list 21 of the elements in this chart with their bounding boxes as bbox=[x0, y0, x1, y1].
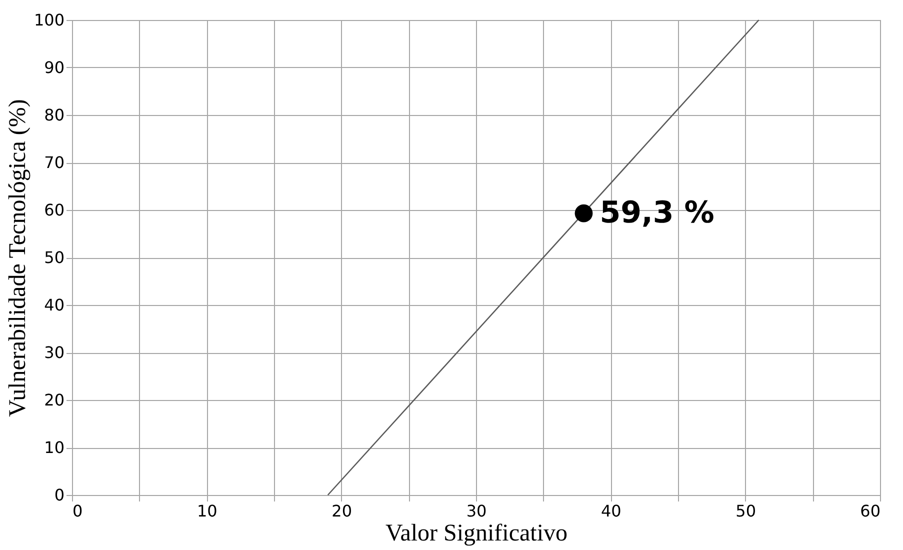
y-tick-label: 40 bbox=[44, 296, 64, 314]
x-tick-label: 10 bbox=[196, 502, 218, 520]
y-tick-label: 20 bbox=[44, 390, 64, 410]
x-tick-label: 40 bbox=[600, 502, 622, 520]
x-tick-label: 20 bbox=[332, 502, 352, 520]
x-tick-label: 30 bbox=[466, 502, 487, 520]
x-tick-label: 60 bbox=[860, 502, 880, 520]
y-tick-label: 100 bbox=[34, 10, 64, 30]
data-label: 59,3 % bbox=[600, 195, 714, 230]
y-tick-label: 60 bbox=[44, 200, 64, 220]
y-tick-label: 50 bbox=[44, 248, 64, 267]
y-axis-title: Vulnerabilidade Tecnológica (%) bbox=[4, 99, 31, 417]
x-tick-label: 50 bbox=[736, 502, 756, 520]
y-tick-label: 0 bbox=[54, 486, 64, 504]
y-tick-label: 80 bbox=[44, 106, 64, 124]
y-tick-label: 30 bbox=[44, 343, 64, 362]
y-tick-label: 70 bbox=[44, 153, 64, 172]
y-tick-label: 90 bbox=[44, 58, 64, 77]
x-tick-label: 0 bbox=[72, 502, 83, 520]
y-tick-label: 10 bbox=[44, 438, 64, 457]
x-axis-title: Valor Significativo bbox=[386, 520, 568, 546]
